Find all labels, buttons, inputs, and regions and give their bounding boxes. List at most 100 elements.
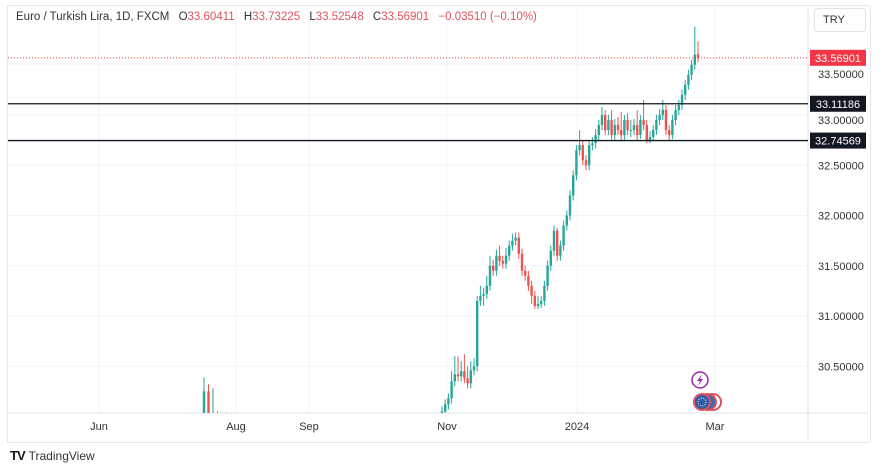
- candle-body: [469, 370, 472, 384]
- horizontal-line[interactable]: 33.11186: [8, 95, 866, 112]
- candle-body: [632, 125, 636, 131]
- time-tick-label: 2024: [565, 421, 589, 433]
- candle-body: [600, 115, 604, 126]
- candle: [450, 371, 453, 404]
- tradingview-logo-icon[interactable]: TV: [10, 448, 26, 463]
- candle: [524, 265, 527, 281]
- candle-body: [520, 253, 524, 271]
- candle: [511, 233, 514, 251]
- candle-body: [565, 215, 568, 226]
- candle: [549, 245, 552, 271]
- candle: [498, 245, 501, 266]
- candle: [684, 79, 687, 100]
- price-tick-label: 33.00000: [818, 115, 864, 127]
- candle-body: [604, 115, 607, 131]
- brand-name[interactable]: TradingView: [28, 448, 95, 463]
- candle-body: [485, 285, 488, 294]
- candle-body: [476, 300, 479, 367]
- horizontal-line[interactable]: 32.74569: [8, 132, 866, 149]
- last-price-badge: [810, 49, 866, 66]
- candle: [632, 119, 636, 136]
- price-tick-label: 30.50000: [818, 361, 864, 373]
- time-tick-label: Jun: [90, 421, 108, 433]
- candle: [472, 358, 476, 376]
- change-value: −0.03510 (−0.10%): [438, 11, 537, 23]
- candle-body: [546, 265, 549, 286]
- candle: [664, 104, 668, 136]
- candle: [623, 115, 626, 141]
- candle-body: [212, 422, 214, 423]
- candle-body: [479, 295, 482, 301]
- candle-body: [671, 120, 674, 136]
- candle: [600, 106, 604, 131]
- candle: [671, 115, 674, 140]
- candle-body: [207, 391, 210, 413]
- candle-body: [588, 145, 591, 166]
- candle: [552, 225, 556, 256]
- candle: [584, 155, 588, 171]
- candle: [485, 275, 488, 299]
- candle-body: [501, 260, 504, 264]
- horizontal-lines: 33.56901 33.11186 32.74569: [8, 49, 866, 149]
- candle-body: [629, 130, 632, 132]
- candle-body: [556, 230, 559, 256]
- candle-body: [440, 411, 444, 413]
- candle: [504, 247, 508, 269]
- candle: [479, 285, 482, 306]
- candle-body: [690, 64, 693, 75]
- grid: [8, 8, 868, 440]
- open-value: 33.60411: [187, 11, 235, 23]
- candle-body: [616, 125, 620, 131]
- candle-body: [594, 135, 597, 144]
- candle-body: [559, 245, 562, 256]
- candle: [540, 295, 543, 308]
- candle-body: [202, 391, 206, 413]
- candle-body: [543, 285, 546, 301]
- lightning-event-icon[interactable]: [691, 371, 709, 389]
- price-tick-label: 31.00000: [818, 311, 864, 323]
- candle: [207, 384, 210, 413]
- candle-body: [575, 150, 578, 176]
- candle: [677, 99, 680, 115]
- symbol-legend: Euro / Turkish Lira, 1D, FXCM O33.60411 …: [16, 11, 537, 23]
- time-axis[interactable]: Jun Aug Sep Nov 2024 Mar: [90, 421, 725, 433]
- price-axis[interactable]: 30.50000 31.00000 31.50000 32.00000 32.50000…: [818, 69, 864, 373]
- horizontal-line-label: 33.11186: [816, 99, 860, 111]
- candle-body: [636, 125, 639, 136]
- open-label: O: [178, 11, 188, 23]
- close-value: 33.56901: [381, 11, 430, 23]
- candle: [562, 220, 565, 251]
- close-label: C: [372, 11, 382, 23]
- economic-events-flags-icon[interactable]: [693, 393, 722, 411]
- low-value: 33.52548: [315, 11, 364, 23]
- candle: [594, 129, 597, 149]
- time-tick-label: Sep: [299, 421, 319, 433]
- currency-button[interactable]: TRY: [814, 8, 866, 32]
- symbol-title: Euro / Turkish Lira, 1D, FXCM: [16, 11, 170, 23]
- candle: [658, 108, 661, 126]
- candle: [604, 109, 607, 136]
- candle-body: [527, 275, 530, 286]
- candle: [536, 295, 540, 309]
- candle: [568, 190, 572, 221]
- candle: [591, 137, 594, 151]
- footer: TV TradingView: [10, 448, 95, 463]
- candle: [655, 115, 658, 136]
- candle-body: [674, 109, 677, 121]
- candle-body: [693, 54, 696, 65]
- candle: [626, 112, 629, 136]
- horizontal-line-badge: [810, 132, 866, 149]
- candle: [690, 59, 693, 80]
- candle: [476, 295, 479, 372]
- candle-body: [581, 145, 584, 161]
- candle: [517, 232, 520, 259]
- time-tick-label: Aug: [226, 421, 246, 433]
- high-value: 33.73225: [252, 11, 301, 23]
- candle-body: [447, 398, 450, 405]
- candle-body: [472, 366, 476, 371]
- candle: [440, 406, 444, 413]
- candle-body: [664, 109, 668, 131]
- candle-body: [524, 270, 527, 276]
- price-tick-label: 31.50000: [818, 261, 864, 273]
